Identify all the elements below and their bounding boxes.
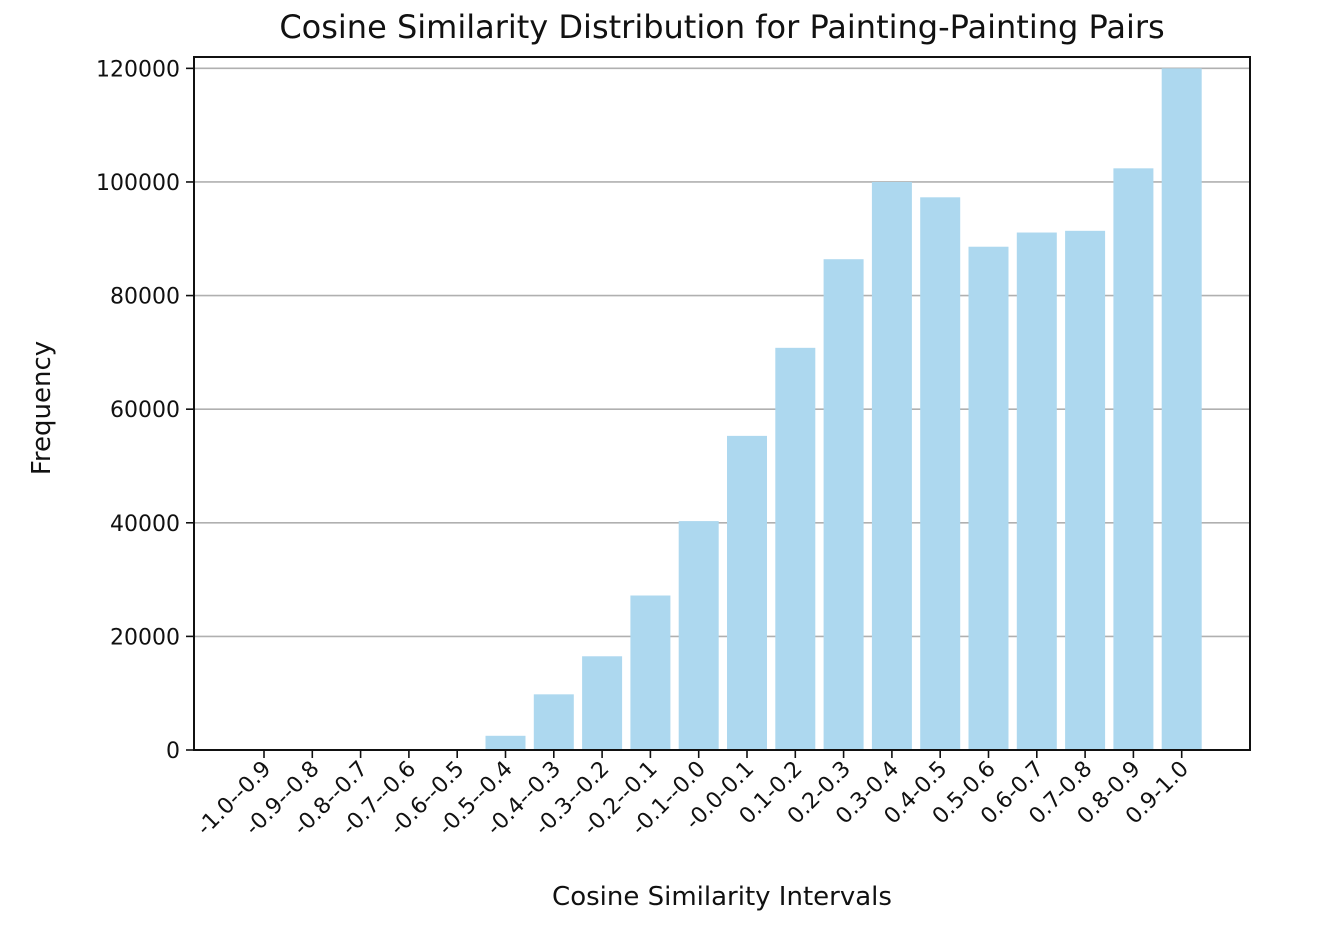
bar (630, 595, 671, 750)
bar (968, 246, 1009, 750)
y-axis: 0 20000 40000 60000 80000 100000 120000 (96, 57, 194, 764)
bar (1161, 68, 1202, 750)
bar (533, 694, 574, 750)
bar (823, 259, 864, 750)
bar (775, 347, 816, 750)
bar (920, 197, 961, 751)
bar (871, 181, 912, 750)
bars (485, 68, 1202, 751)
x-axis: -1.0--0.9-0.9--0.8-0.8--0.7-0.7--0.6-0.6… (192, 750, 1194, 841)
y-tick-label: 0 (166, 739, 180, 764)
grid-lines (194, 67, 1250, 751)
bar (485, 735, 526, 750)
y-tick-label: 40000 (110, 512, 180, 537)
bar (1065, 230, 1106, 750)
chart-title: Cosine Similarity Distribution for Paint… (279, 8, 1164, 46)
y-tick-label: 60000 (110, 398, 180, 423)
bar (678, 521, 719, 750)
bar (582, 656, 623, 750)
x-axis-label: Cosine Similarity Intervals (552, 882, 892, 912)
y-tick-label: 100000 (96, 171, 180, 196)
y-tick-label: 80000 (110, 285, 180, 310)
y-axis-label: Frequency (27, 341, 57, 475)
y-tick-label: 120000 (96, 57, 180, 82)
bar (1113, 168, 1154, 751)
bar (1016, 232, 1057, 751)
bar (727, 435, 767, 750)
plot-area-frame (193, 56, 1251, 751)
y-tick-label: 20000 (110, 625, 180, 650)
